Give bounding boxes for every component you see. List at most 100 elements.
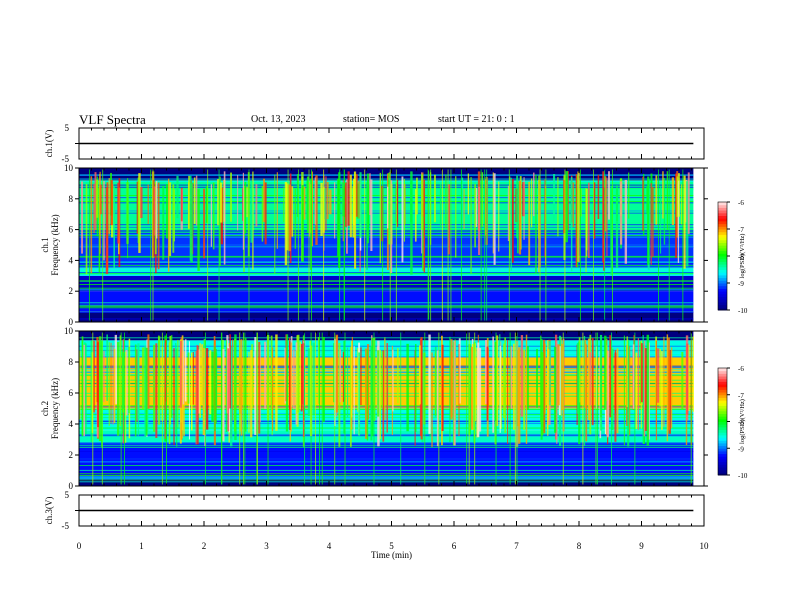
sferic-streak	[681, 351, 684, 410]
sferic-streak	[103, 350, 105, 402]
sferic-streak	[210, 184, 213, 247]
sferic-streak	[353, 346, 355, 435]
narrowband-line	[79, 231, 694, 233]
sferic-streak	[184, 339, 187, 402]
broadband-spike	[364, 169, 366, 321]
x-tick-label: 10	[700, 541, 710, 551]
sferic-streak	[93, 340, 95, 413]
sferic-streak	[441, 344, 444, 431]
colorbar-step	[718, 231, 727, 235]
narrowband-line	[79, 414, 694, 416]
sferic-streak	[106, 334, 108, 401]
colorbar-label: log(PSD)(V²/Hz)	[739, 234, 746, 279]
sferic-streak	[461, 177, 464, 222]
sferic-streak	[166, 184, 168, 239]
colorbar-tick-label: -7	[738, 392, 744, 400]
sferic-streak	[201, 344, 204, 406]
narrowband-line	[79, 395, 694, 397]
sferic-streak	[616, 348, 619, 434]
sferic-streak	[666, 171, 669, 230]
sferic-streak	[338, 342, 341, 447]
sferic-streak	[642, 335, 644, 444]
colorbar-step	[718, 466, 727, 471]
sferic-streak	[197, 349, 200, 414]
colorbar-step	[718, 432, 727, 436]
sferic-streak	[663, 177, 666, 245]
colorbar-step	[718, 207, 727, 211]
colorbar-step	[718, 218, 727, 222]
colorbar-step	[718, 410, 727, 414]
sferic-streak	[627, 339, 630, 447]
narrowband-line	[79, 427, 694, 429]
sferic-streak	[302, 343, 305, 437]
sferic-streak	[686, 181, 689, 267]
sferic-streak	[339, 349, 341, 403]
sferic-streak	[325, 176, 327, 231]
sferic-streak	[352, 186, 355, 238]
narrowband-line	[79, 284, 694, 286]
broadband-spike	[424, 332, 426, 485]
colorbar-tick-label: -10	[738, 307, 748, 315]
sferic-streak	[191, 352, 193, 431]
narrowband-line	[79, 274, 694, 276]
sferic-streak	[492, 172, 494, 254]
sferic-streak	[666, 334, 669, 442]
broadband-spike	[658, 169, 660, 321]
narrowband-line	[79, 304, 694, 306]
broadband-spike	[516, 332, 518, 485]
sferic-streak	[495, 335, 499, 427]
narrowband-line	[79, 474, 694, 476]
sferic-streak	[169, 335, 172, 425]
broadband-spike	[334, 332, 336, 485]
colorbar-label: log(PSD)(V²/Hz)	[739, 399, 746, 444]
narrowband-line	[79, 450, 694, 452]
colorbar-step	[718, 408, 727, 412]
sferic-streak	[585, 187, 587, 273]
colorbar-step	[718, 299, 727, 303]
y-axis-channel-label: ch.2	[40, 401, 50, 416]
sferic-streak	[164, 342, 166, 439]
colorbar-step	[718, 212, 727, 216]
sferic-streak	[565, 171, 568, 243]
sferic-streak	[527, 346, 529, 410]
sferic-streak	[162, 185, 165, 260]
sferic-streak	[683, 175, 686, 269]
narrowband-line	[79, 355, 694, 357]
x-tick-label: 7	[514, 541, 519, 551]
y-tick-label: 0	[69, 317, 74, 327]
broadband-spike	[373, 332, 375, 485]
narrowband-line	[79, 461, 694, 463]
colorbar-step	[718, 472, 727, 476]
sferic-streak	[370, 345, 373, 441]
sferic-streak	[98, 336, 102, 442]
broadband-spike	[256, 332, 258, 485]
broadband-spike	[102, 169, 104, 321]
sferic-streak	[212, 182, 215, 250]
frequency-band	[79, 442, 694, 479]
sferic-streak	[335, 334, 339, 413]
narrowband-line	[79, 408, 694, 410]
colorbar-ch2: -6 -7 -8 -9 -10 log(PSD)(V²/Hz)	[717, 365, 748, 480]
broadband-spike	[319, 332, 321, 485]
colorbar-step	[718, 280, 727, 284]
narrowband-line	[79, 465, 694, 467]
colorbar-step	[718, 461, 727, 465]
narrowband-line	[79, 371, 694, 373]
narrowband-line	[79, 287, 694, 289]
broadband-spike	[438, 332, 440, 485]
broadband-spike	[344, 332, 346, 485]
sferic-streak	[503, 343, 506, 418]
sferic-streak	[608, 171, 610, 220]
broadband-spike	[668, 169, 670, 321]
colorbar-tick-label: -8	[738, 253, 744, 261]
sferic-streak	[354, 171, 357, 269]
broadband-spike	[611, 169, 613, 321]
sferic-streak	[214, 346, 216, 432]
sferic-streak	[511, 178, 514, 263]
narrowband-line	[79, 270, 694, 272]
sferic-streak	[676, 176, 679, 217]
sferic-streak	[322, 336, 325, 422]
sferic-streak	[193, 177, 196, 224]
sferic-streak	[290, 342, 292, 432]
